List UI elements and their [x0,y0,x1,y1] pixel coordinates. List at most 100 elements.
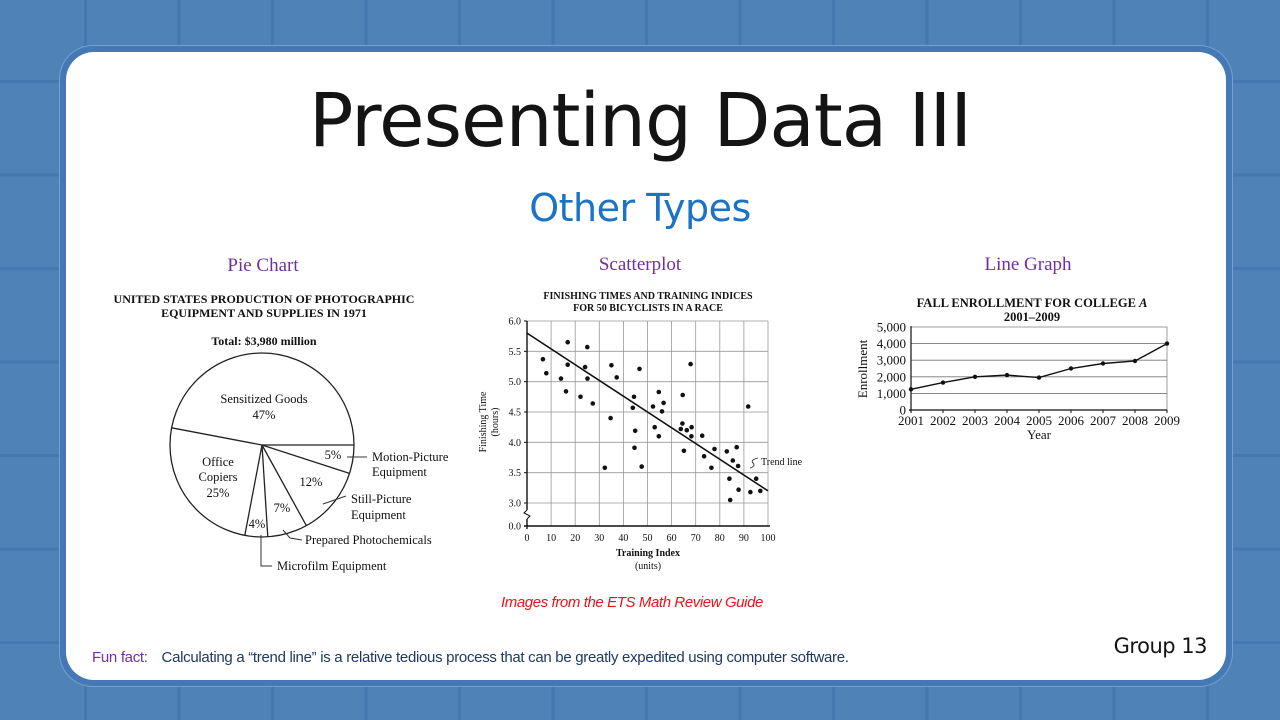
scatter-xtick: 70 [691,533,701,544]
scatter-point [659,409,665,414]
line-point [908,387,914,392]
scatter-point [678,426,684,432]
line-xtick: 2006 [1058,413,1085,428]
pie-slice-divider [261,444,269,537]
pie-slice-divider [171,427,263,446]
line-title-line2: 2001–2009 [1004,310,1060,324]
fun-fact-label: Fun fact: [92,649,148,666]
scatter-point [602,465,608,471]
line-xtick: 2005 [1026,413,1052,428]
scatter-xlabel-2: (units) [635,561,661,572]
pie-slice-divider [244,444,263,536]
line-ytick: 2,000 [877,369,906,384]
scatter-point [656,434,662,439]
scatter-point [652,424,657,430]
scatter-point [724,449,730,454]
scatter-point [639,464,644,469]
scatter-point [689,434,694,439]
scatter-xtick: 80 [715,533,725,544]
line-xtick: 2007 [1090,413,1117,428]
line-point [972,374,978,379]
line-point [1068,366,1074,371]
pie-slices [169,352,355,538]
scatter-xtick: 20 [570,533,580,544]
scatter-point [565,339,570,345]
pie-slice-divider [261,444,307,526]
scatter-ytick: 4.5 [509,408,522,419]
fun-fact: Fun fact: Calculating a “trend line” is … [92,649,849,666]
scatter-ytick: 5.5 [509,347,522,358]
scatter-point [637,366,642,372]
fun-fact-text: Calculating a “trend line” is a relative… [161,649,849,666]
slide-title: Presenting Data III [308,78,972,164]
pie-chart-caption: Pie Chart [227,255,299,276]
scatter-xtick: 60 [667,533,677,544]
scatter-point [609,363,614,368]
pie-pct-micro: 4% [249,517,266,531]
line-point [1036,375,1042,380]
line-xtick: 2002 [930,413,956,428]
line-ytick: 3,000 [877,353,906,368]
scatter-point [748,489,753,495]
scatter-point [632,445,637,451]
pie-label-photo: Prepared Photochemicals [305,533,432,547]
pie-slice-divider [261,444,350,475]
scatter-point [688,361,693,367]
scatter-grid [527,320,769,526]
scatter-point [735,463,741,469]
scatter-point [578,394,583,400]
scatter-point [753,476,759,482]
pie-pct-office: 25% [207,486,230,500]
scatter-ytick: 4.0 [509,438,522,449]
line-xtick: 2008 [1122,413,1148,428]
pie-chart: UNITED STATES PRODUCTION OF PHOTOGRAPHIC… [100,285,470,590]
pie-label-micro: Microfilm Equipment [277,559,387,573]
scatter-ytick: 3.0 [509,499,522,510]
scatter-point [689,424,694,430]
scatter-point [544,370,549,376]
scatter-point [680,392,685,398]
line-xtick: 2001 [898,413,924,428]
scatter-point [701,454,707,459]
line-ytick: 4,000 [877,336,906,351]
scatterplot: FINISHING TIMES AND TRAINING INDICES FOR… [470,285,815,580]
scatter-point [585,344,590,350]
scatter-point [630,405,636,411]
line-xtick: 2009 [1154,413,1180,428]
scatter-title-line1: FINISHING TIMES AND TRAINING INDICES [543,291,753,302]
slide-subtitle: Other Types [529,186,751,230]
trend-line-leader [749,457,759,469]
scatter-point [632,428,638,434]
line-points [908,341,1170,392]
scatter-point [608,415,613,421]
line-point [1164,341,1170,346]
group-label: Group 13 [1113,634,1208,658]
line-point [940,380,946,385]
line-xlabel: Year [1027,427,1052,442]
line-ytick: 5,000 [877,320,906,335]
pie-pct-sensitized: 47% [253,408,276,422]
scatter-axes: 0.0 3.0 3.5 4.0 4.5 5.0 5.5 6.0 0 10 20 30 40 50 60 70 8… [509,317,776,545]
line-xtick: 2004 [994,413,1021,428]
scatter-point [650,404,656,409]
scatter-point [727,476,732,482]
scatter-point [585,376,590,381]
pie-label-still-2: Equipment [351,508,406,522]
line-title-line1: FALL ENROLLMENT FOR COLLEGE A [917,296,1148,310]
scatter-point [734,444,739,450]
scatter-xtick: 30 [594,533,604,544]
scatter-ytick: 0.0 [509,522,522,533]
line-xtick: 2003 [962,413,988,428]
pie-total: Total: $3,980 million [211,334,317,348]
line-graph: FALL ENROLLMENT FOR COLLEGE A 2001–2009 … [850,290,1190,455]
pie-title-line1: UNITED STATES PRODUCTION OF PHOTOGRAPHIC [114,292,415,306]
scatter-xlabel-1: Training Index [616,548,680,559]
scatter-points [540,339,763,503]
scatter-point [540,356,546,362]
scatter-point [758,488,763,494]
scatter-point [563,389,569,394]
pie-label-office-1: Office [202,455,234,469]
pie-leader-lines [260,456,367,567]
scatter-xtick: 40 [618,533,628,544]
